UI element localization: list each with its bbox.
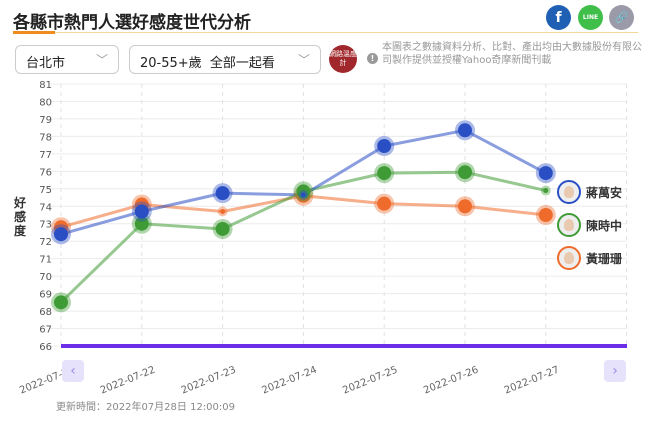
age-value: 20-55+歲 全部一起看 [140, 56, 275, 71]
y-tick-label: 66 [39, 342, 52, 353]
y-tick-label: 67 [39, 325, 52, 336]
page-title: 各縣市熱門人選好感度世代分析 [13, 13, 251, 33]
data-point [458, 199, 472, 214]
y-tick-label: 73 [39, 220, 52, 231]
y-tick-label: 75 [39, 185, 52, 196]
y-tick-label: 77 [39, 150, 52, 161]
y-tick-label: 71 [39, 255, 52, 266]
link-icon[interactable]: 🔗 [609, 5, 634, 30]
y-tick-label: 79 [39, 115, 52, 126]
legend-label: 黃珊珊 [586, 251, 623, 266]
title-accent [13, 31, 55, 34]
data-point [377, 196, 392, 211]
x-tick-label: 2022-07-26 [422, 365, 480, 397]
y-tick-label: 80 [39, 97, 52, 108]
info-icon: ! [367, 53, 378, 64]
line-icon[interactable]: LINE [578, 5, 603, 30]
data-point [215, 186, 230, 201]
city-select[interactable]: 台北市 ﹀ [15, 45, 119, 74]
chevron-down-icon: ﹀ [297, 53, 310, 67]
x-tick-label: 2022-07-24 [261, 365, 319, 397]
legend-label: 蔣萬安 [586, 185, 623, 200]
x-tick-label: 2022-07-25 [341, 365, 399, 397]
data-point [134, 204, 149, 219]
disclaimer-note: 本圖表之數據資料分析、比對、產出均由大數據股份有限公司製作提供並授權Yahoo奇… [382, 42, 642, 66]
data-point [220, 209, 226, 215]
legend-item[interactable]: 蔣萬安 [557, 180, 622, 204]
title-divider [13, 32, 638, 33]
data-point [458, 165, 472, 180]
data-point [54, 227, 68, 242]
data-point [538, 208, 553, 222]
city-value: 台北市 [26, 56, 66, 71]
x-tick-label: 2022-07-23 [180, 365, 238, 397]
chevron-down-icon: ﹀ [95, 53, 108, 67]
data-point [54, 295, 68, 310]
y-tick-label: 81 [39, 80, 52, 91]
data-point [377, 139, 392, 154]
updated-time: 更新時間：2022年07月28日 12:00:09 [56, 402, 235, 413]
legend-item[interactable]: 黃珊珊 [557, 246, 622, 270]
y-tick-label: 69 [39, 290, 52, 301]
y-tick-label: 72 [39, 237, 52, 248]
data-point [458, 123, 472, 138]
scroll-left-button[interactable]: ‹ [62, 360, 84, 382]
y-tick-label: 74 [39, 202, 52, 213]
avatar [557, 180, 581, 204]
thermometer-logo: 網路溫度計 [329, 45, 357, 73]
x-tick-label: 2022-07-22 [99, 365, 157, 397]
y-tick-label: 70 [39, 272, 52, 283]
data-point [215, 221, 230, 236]
facebook-icon[interactable]: f [546, 5, 571, 30]
data-point [134, 216, 149, 231]
data-point [377, 166, 392, 181]
y-tick-label: 68 [39, 307, 52, 318]
y-tick-label: 78 [39, 132, 52, 143]
legend-label: 陳時中 [586, 218, 623, 233]
data-point [300, 192, 306, 198]
scroll-right-button[interactable]: › [604, 360, 626, 382]
x-tick-label: 2022-07-27 [503, 365, 561, 397]
data-point [296, 184, 311, 199]
data-point [543, 188, 549, 194]
age-select[interactable]: 20-55+歲 全部一起看 ﹀ [129, 45, 321, 74]
legend-item[interactable]: 陳時中 [557, 213, 622, 237]
avatar [557, 246, 581, 270]
y-axis-label: 好感度 [14, 196, 27, 238]
avatar [557, 213, 581, 237]
y-tick-label: 76 [39, 167, 52, 178]
data-point [538, 166, 553, 181]
